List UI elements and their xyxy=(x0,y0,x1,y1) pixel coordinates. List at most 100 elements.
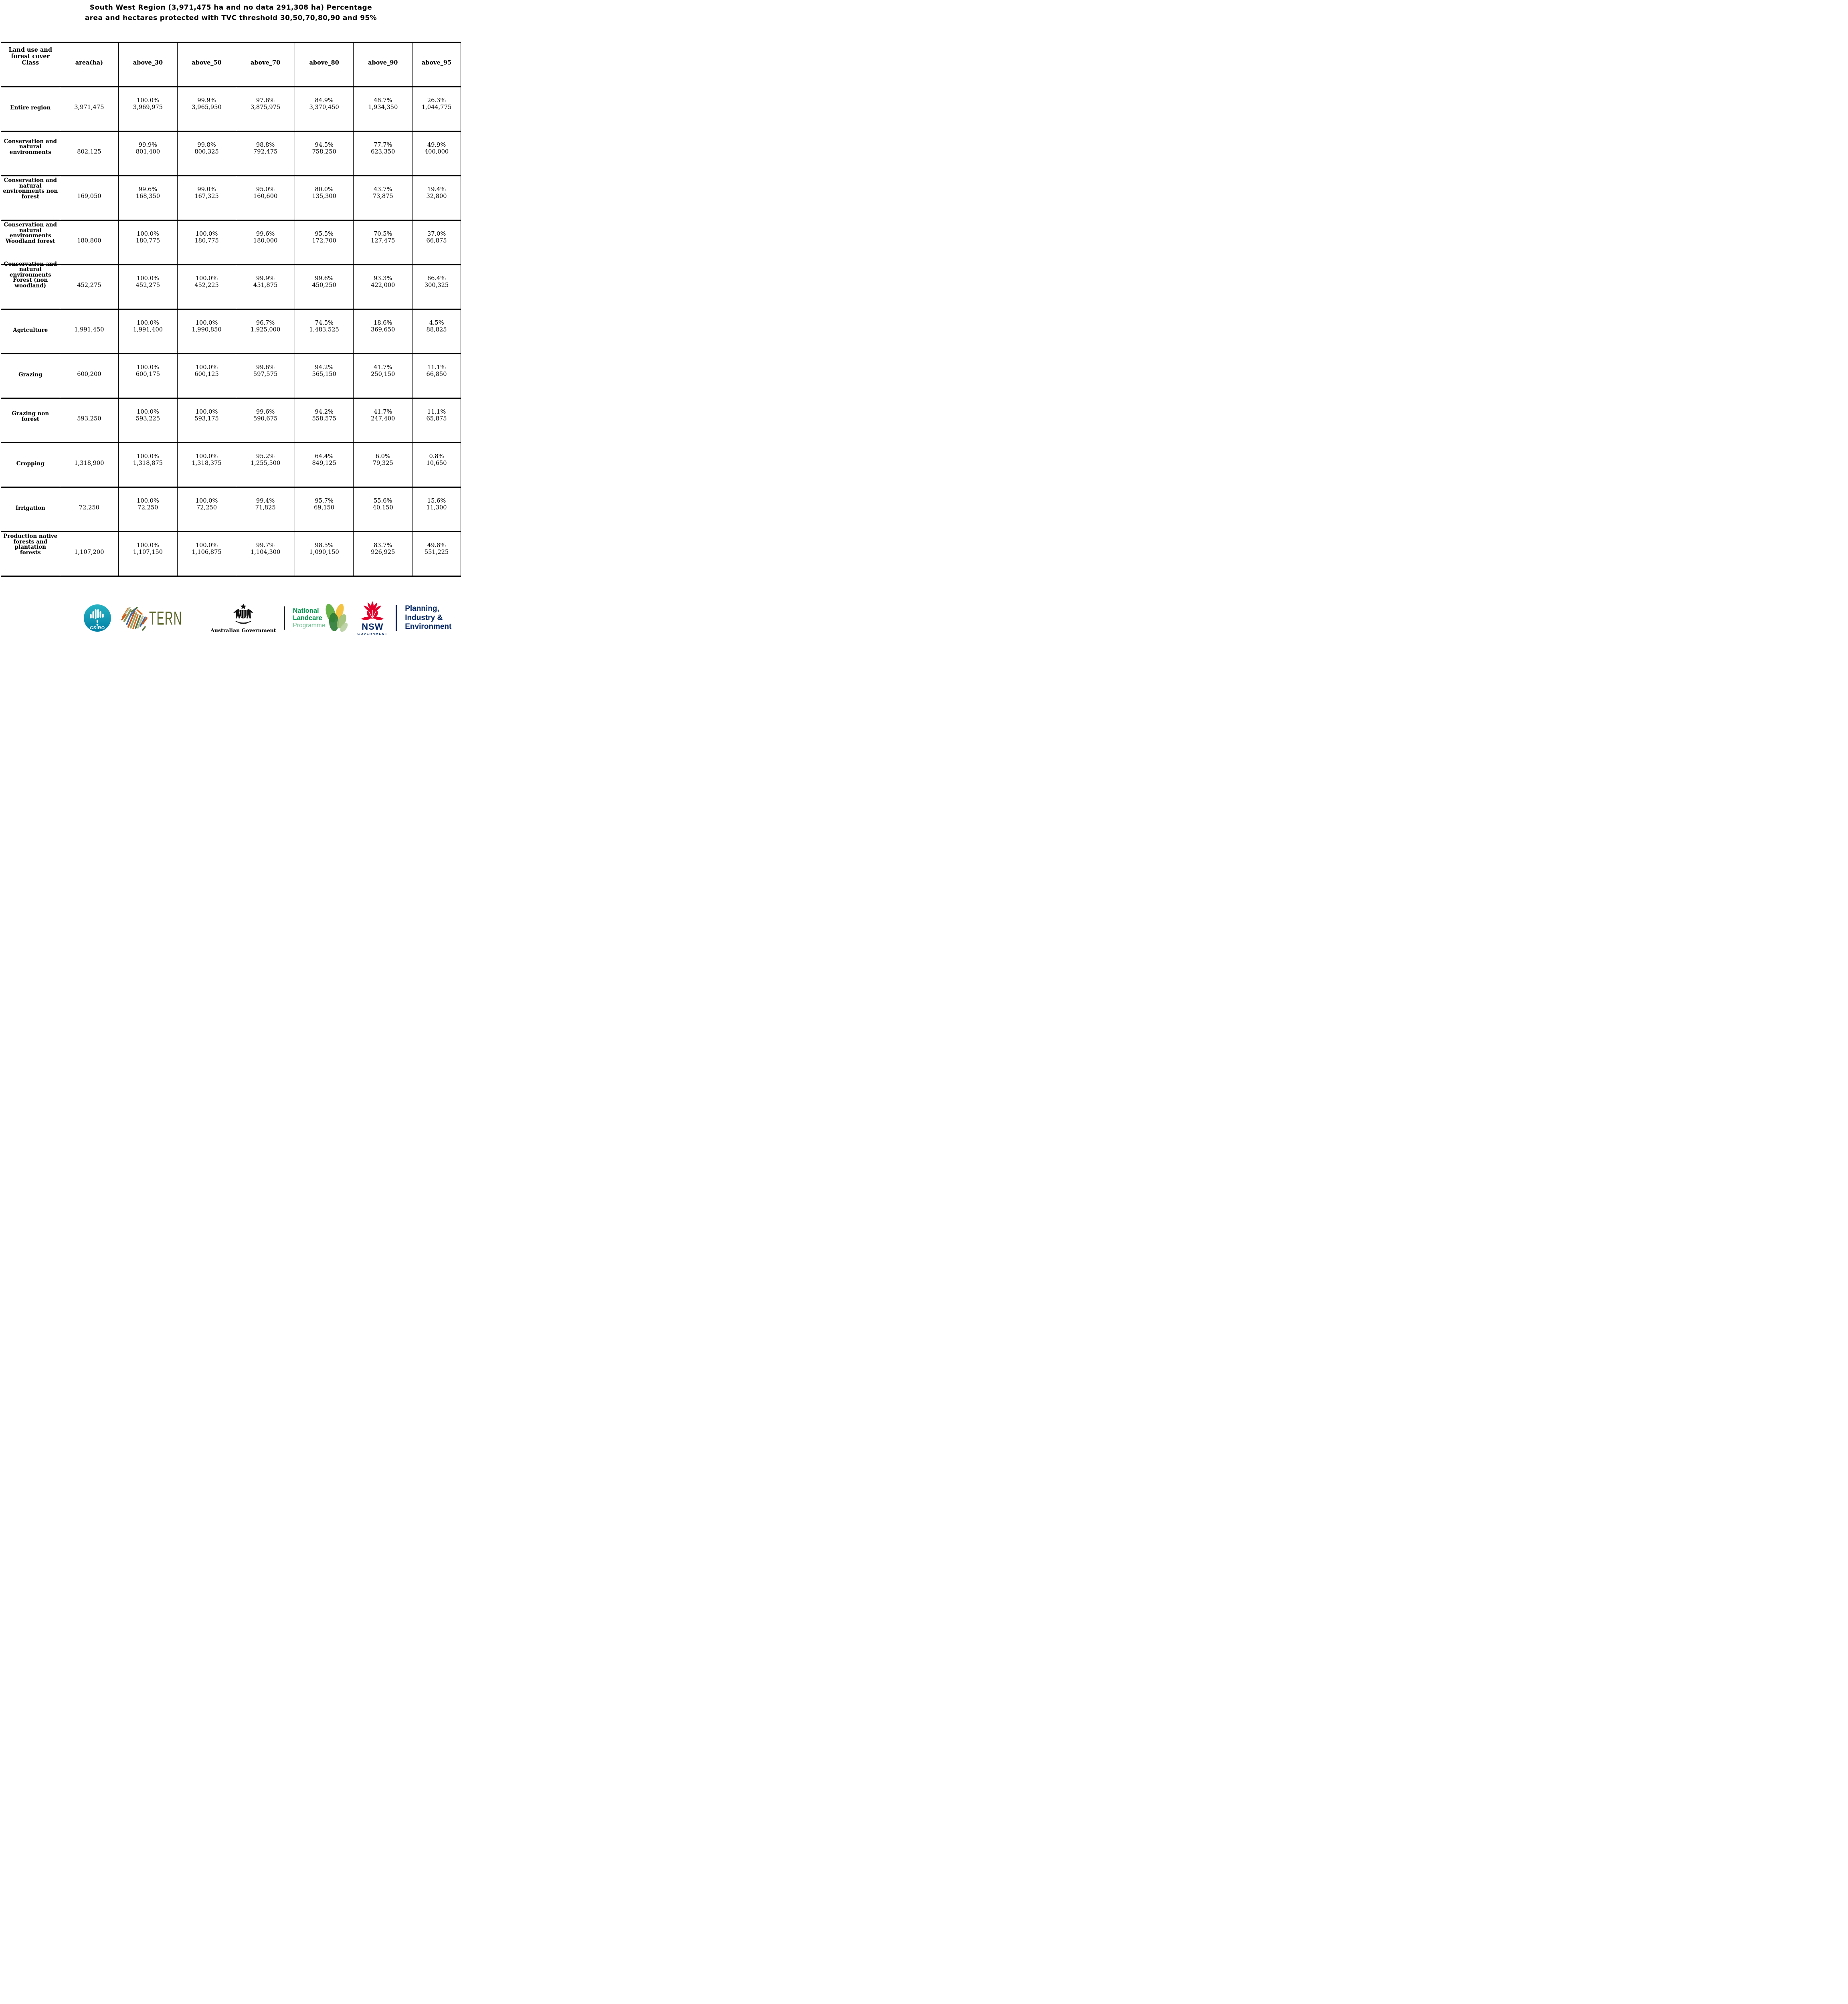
hectares-value: 792,475 xyxy=(253,148,278,155)
value-cell: 6.0% 79,325 xyxy=(353,442,413,488)
area-cell: 180,800 xyxy=(60,220,119,265)
area-value: 1,318,900 xyxy=(74,459,104,467)
hectares-value: 10,650 xyxy=(426,459,447,467)
hectares-value: 1,934,350 xyxy=(368,103,398,111)
row-label: Grazing non forest xyxy=(12,410,49,422)
value-cell: 100.0% 1,107,150 xyxy=(118,531,178,577)
value-cell: 64.4% 849,125 xyxy=(295,442,354,488)
hectares-value: 600,125 xyxy=(194,370,219,378)
hectares-value: 450,250 xyxy=(312,281,336,289)
percent-value: 70.5% xyxy=(374,230,392,237)
value-cell: 43.7% 73,875 xyxy=(353,176,413,221)
national-landcare-logo: National Landcare Programme xyxy=(293,601,350,635)
percent-value: 95.2% xyxy=(256,453,275,460)
value-cell: 99.6% 597,575 xyxy=(236,354,295,399)
logo-strip: CSIRO xyxy=(83,599,451,637)
hectares-value: 72,250 xyxy=(137,504,158,511)
percent-value: 55.6% xyxy=(374,497,392,504)
value-cell: 99.9% 3,965,950 xyxy=(177,87,237,132)
hectares-value: 71,825 xyxy=(255,504,276,511)
value-cell: 100.0% 600,175 xyxy=(118,354,178,399)
percent-value: 41.7% xyxy=(374,408,392,415)
percent-value: 94.5% xyxy=(315,141,334,148)
nsw-waratah-icon xyxy=(361,601,384,620)
percent-value: 100.0% xyxy=(195,319,218,326)
value-cell: 98.8% 792,475 xyxy=(236,131,295,176)
value-cell: 70.5% 127,475 xyxy=(353,220,413,265)
percent-value: 94.2% xyxy=(315,408,334,415)
tern-australia-map-icon xyxy=(121,607,148,631)
row-label: Cropping xyxy=(16,460,44,467)
value-cell: 100.0% 1,318,375 xyxy=(177,442,237,488)
hectares-value: 127,475 xyxy=(371,237,395,244)
hectares-value: 3,875,975 xyxy=(250,103,281,111)
hectares-value: 32,800 xyxy=(426,192,447,200)
percent-value: 4.5% xyxy=(429,319,444,326)
value-cell: 100.0% 72,250 xyxy=(177,487,237,532)
table-row: Grazing non forest 593,250 100.0% 593,225… xyxy=(1,398,461,443)
percent-value: 49.9% xyxy=(427,141,446,148)
percent-value: 100.0% xyxy=(195,497,218,504)
value-cell: 99.7% 1,104,300 xyxy=(236,531,295,577)
area-cell: 802,125 xyxy=(60,131,119,176)
value-cell: 4.5% 88,825 xyxy=(412,309,461,354)
row-label: Conservation and natural environments Wo… xyxy=(4,222,57,244)
planning-industry-environment-logo: Planning, Industry & Environment xyxy=(405,604,452,631)
value-cell: 93.3% 422,000 xyxy=(353,265,413,310)
landcare-line2: Landcare xyxy=(293,614,322,622)
divider xyxy=(396,605,397,631)
hectares-value: 180,775 xyxy=(194,237,219,244)
hectares-value: 168,350 xyxy=(135,192,160,200)
table-row: Entire region 3,971,475 100.0% 3,969,975 … xyxy=(1,87,461,132)
area-cell: 72,250 xyxy=(60,487,119,532)
percent-value: 100.0% xyxy=(137,453,159,460)
class-cell: Conservation and natural environments no… xyxy=(1,176,60,221)
value-cell: 99.6% 180,000 xyxy=(236,220,295,265)
table-row: Conservation and natural environments Fo… xyxy=(1,261,461,310)
divider xyxy=(284,606,285,630)
value-cell: 84.9% 3,370,450 xyxy=(295,87,354,132)
hectares-value: 167,325 xyxy=(194,192,219,200)
hectares-value: 1,483,525 xyxy=(309,326,339,333)
row-label: Conservation and natural environments Fo… xyxy=(4,261,57,289)
table-row: Conservation and natural environments no… xyxy=(1,176,461,221)
hectares-value: 1,990,850 xyxy=(192,326,222,333)
percent-value: 95.0% xyxy=(256,186,275,193)
hectares-value: 3,370,450 xyxy=(309,103,339,111)
percent-value: 100.0% xyxy=(195,453,218,460)
percent-value: 100.0% xyxy=(195,230,218,237)
value-cell: 41.7% 250,150 xyxy=(353,354,413,399)
row-label: Irrigation xyxy=(15,505,45,511)
value-cell: 100.0% 3,969,975 xyxy=(118,87,178,132)
area-value: 600,200 xyxy=(77,370,101,378)
percent-value: 84.9% xyxy=(315,97,334,104)
percent-value: 80.0% xyxy=(315,186,334,193)
percent-value: 99.7% xyxy=(256,542,275,549)
value-cell: 99.6% 590,675 xyxy=(236,398,295,443)
value-cell: 74.5% 1,483,525 xyxy=(295,309,354,354)
hectares-value: 600,175 xyxy=(135,370,160,378)
value-cell: 94.2% 558,575 xyxy=(295,398,354,443)
australian-government-label: Australian Government xyxy=(210,627,276,633)
area-value: 180,800 xyxy=(77,237,101,244)
percent-value: 99.6% xyxy=(256,364,275,371)
csiro-icon: CSIRO xyxy=(84,604,111,632)
hectares-value: 593,225 xyxy=(135,415,160,422)
value-cell: 99.6% 450,250 xyxy=(295,265,354,310)
value-cell: 37.0% 66,875 xyxy=(412,220,461,265)
hectares-value: 66,850 xyxy=(426,370,447,378)
hectares-value: 422,000 xyxy=(371,281,395,289)
hectares-value: 300,325 xyxy=(424,281,449,289)
area-value: 452,275 xyxy=(77,281,101,289)
hectares-value: 597,575 xyxy=(253,370,278,378)
value-cell: 83.7% 926,925 xyxy=(353,531,413,577)
hectares-value: 1,044,775 xyxy=(421,103,452,111)
percent-value: 49.8% xyxy=(427,542,446,549)
class-cell: Irrigation xyxy=(1,487,60,532)
value-cell: 26.3% 1,044,775 xyxy=(412,87,461,132)
row-label: Conservation and natural environments xyxy=(4,138,57,156)
area-cell: 452,275 xyxy=(60,265,119,310)
hectares-value: 590,675 xyxy=(253,415,278,422)
area-cell: 1,318,900 xyxy=(60,442,119,488)
percent-value: 26.3% xyxy=(427,97,446,104)
